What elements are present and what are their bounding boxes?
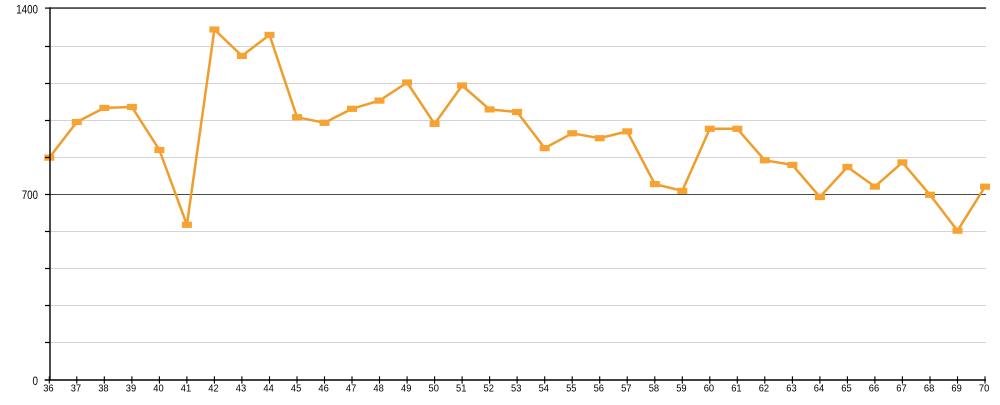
svg-text:62: 62 xyxy=(759,382,770,394)
svg-text:64: 64 xyxy=(814,382,825,394)
svg-text:45: 45 xyxy=(291,382,302,394)
svg-text:53: 53 xyxy=(511,382,522,394)
svg-text:49: 49 xyxy=(401,382,412,394)
svg-text:61: 61 xyxy=(731,382,742,394)
svg-text:50: 50 xyxy=(429,382,440,394)
svg-text:37: 37 xyxy=(71,382,82,394)
svg-text:40: 40 xyxy=(153,382,164,394)
svg-text:59: 59 xyxy=(676,382,687,394)
svg-text:58: 58 xyxy=(649,382,660,394)
svg-text:44: 44 xyxy=(263,382,274,394)
svg-text:700: 700 xyxy=(22,190,38,202)
svg-text:63: 63 xyxy=(786,382,797,394)
svg-text:1400: 1400 xyxy=(16,4,38,16)
svg-text:55: 55 xyxy=(566,382,577,394)
svg-text:69: 69 xyxy=(951,382,962,394)
svg-text:46: 46 xyxy=(318,382,329,394)
svg-text:52: 52 xyxy=(484,382,495,394)
svg-text:42: 42 xyxy=(208,382,219,394)
svg-text:39: 39 xyxy=(126,382,137,394)
svg-text:54: 54 xyxy=(539,382,550,394)
svg-text:70: 70 xyxy=(979,382,990,394)
svg-text:67: 67 xyxy=(896,382,907,394)
svg-text:43: 43 xyxy=(236,382,247,394)
svg-text:51: 51 xyxy=(456,382,467,394)
svg-text:38: 38 xyxy=(98,382,109,394)
svg-text:57: 57 xyxy=(621,382,632,394)
svg-text:60: 60 xyxy=(704,382,715,394)
svg-text:56: 56 xyxy=(594,382,605,394)
svg-text:36: 36 xyxy=(43,382,54,394)
svg-text:41: 41 xyxy=(181,382,192,394)
svg-text:65: 65 xyxy=(841,382,852,394)
svg-text:48: 48 xyxy=(373,382,384,394)
svg-text:68: 68 xyxy=(924,382,935,394)
svg-text:0: 0 xyxy=(33,376,39,388)
svg-text:66: 66 xyxy=(869,382,880,394)
svg-text:47: 47 xyxy=(346,382,357,394)
